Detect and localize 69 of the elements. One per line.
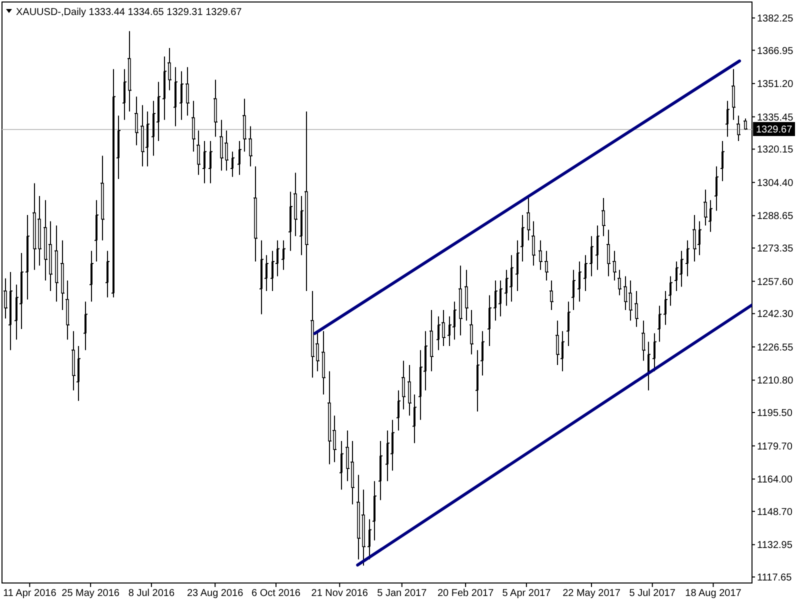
x-tick-label: 18 Aug 2017 bbox=[685, 588, 742, 599]
y-tick-label: 1148.70 bbox=[757, 506, 793, 518]
y-tick-label: 1273.35 bbox=[757, 244, 794, 255]
y-tick-label: 1335.45 bbox=[757, 112, 794, 124]
x-tick-label: 23 Aug 2016 bbox=[187, 588, 244, 599]
x-tick-label: 22 May 2017 bbox=[562, 588, 621, 599]
x-tick-label: 8 Jul 2016 bbox=[128, 588, 175, 599]
candlestick bbox=[635, 290, 638, 328]
candlestick bbox=[545, 250, 548, 281]
y-tick-label: 1320.15 bbox=[757, 144, 794, 156]
candlestick bbox=[744, 118, 747, 130]
candlestick bbox=[249, 126, 252, 167]
y-tick-label: 1164.00 bbox=[757, 474, 793, 486]
y-tick-label: 1351.20 bbox=[757, 79, 794, 90]
y-tick-label: 1179.70 bbox=[757, 441, 793, 452]
x-tick-label: 20 Feb 2017 bbox=[437, 588, 494, 599]
candlestick bbox=[186, 66, 189, 116]
y-tick-label: 1226.55 bbox=[757, 342, 794, 354]
y-tick-label: 1288.65 bbox=[757, 211, 794, 222]
y-tick-label: 1382.25 bbox=[757, 13, 794, 24]
candlestick bbox=[618, 269, 621, 296]
candlestick bbox=[408, 364, 411, 416]
candlestick bbox=[704, 189, 707, 226]
candlestick bbox=[532, 220, 535, 266]
candlestick bbox=[470, 310, 473, 355]
x-tick-label: 21 Nov 2016 bbox=[311, 588, 368, 599]
y-tick-label: 1210.80 bbox=[757, 376, 794, 387]
candlestick bbox=[66, 280, 69, 340]
candlestick bbox=[192, 100, 195, 152]
candlestick bbox=[55, 225, 58, 302]
candlestick bbox=[214, 79, 217, 138]
candlestick bbox=[254, 166, 257, 262]
candlestick bbox=[135, 96, 138, 146]
candlestick bbox=[642, 320, 645, 362]
y-tick-label: 1242.30 bbox=[757, 309, 794, 320]
candlestick bbox=[602, 198, 605, 237]
candlestick bbox=[556, 320, 559, 366]
candlestick bbox=[527, 198, 530, 241]
y-tick-label: 1304.40 bbox=[757, 178, 794, 189]
candlestick bbox=[613, 250, 616, 281]
x-tick-label: 6 Oct 2016 bbox=[252, 588, 301, 599]
candlestick bbox=[430, 310, 433, 372]
candlestick bbox=[607, 229, 610, 277]
candlestick bbox=[550, 280, 553, 311]
candlestick bbox=[197, 130, 200, 176]
y-tick-label: 1366.95 bbox=[757, 46, 794, 57]
candlestick bbox=[243, 98, 246, 152]
candlestick bbox=[4, 278, 7, 319]
candlestick bbox=[101, 155, 104, 241]
candlestick bbox=[72, 330, 75, 391]
candlestick bbox=[539, 240, 542, 270]
y-tick-label: 1257.60 bbox=[757, 276, 794, 288]
x-tick-label: 11 Apr 2016 bbox=[3, 588, 57, 599]
candlestick bbox=[61, 240, 64, 311]
y-tick-label: 1195.50 bbox=[757, 408, 793, 420]
x-tick-label: 5 Jan 2017 bbox=[377, 588, 428, 599]
candlestick bbox=[322, 330, 325, 396]
x-tick-label: 25 May 2016 bbox=[62, 588, 120, 599]
ref-line-label: 1329.67 bbox=[756, 124, 793, 136]
x-tick-label: 5 Jul 2017 bbox=[629, 588, 676, 599]
x-tick-label: 5 Apr 2017 bbox=[502, 588, 552, 599]
text: XAUUSD-,Daily 1333.44 1334.65 1329.31 1329.67 bbox=[16, 7, 242, 18]
candlestick bbox=[737, 115, 740, 142]
candlestick bbox=[732, 68, 735, 120]
candlestick bbox=[459, 265, 462, 336]
candlestick bbox=[465, 269, 468, 322]
y-tick-label: 1132.95 bbox=[757, 540, 793, 552]
candlestick bbox=[402, 360, 405, 410]
y-tick-label: 1117.65 bbox=[757, 572, 792, 584]
